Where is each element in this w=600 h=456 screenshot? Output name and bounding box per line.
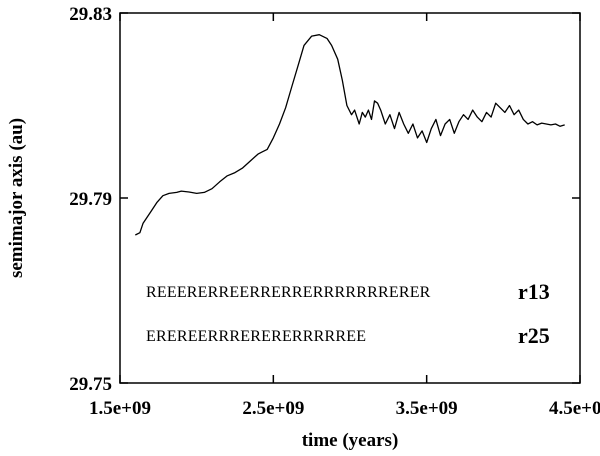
ticks-layer: 1.5e+09 2.5e+09 3.5e+09 4.5e+09 29.75 29.79 29… (69, 4, 600, 419)
series-line (135, 34, 565, 236)
x-axis-label: time (years) (302, 430, 399, 451)
annotation-name-r25: r25 (518, 323, 550, 348)
y-tick-label: 29.75 (69, 374, 112, 395)
x-tick-label: 2.5e+09 (242, 398, 304, 419)
y-tick-label: 29.83 (69, 4, 112, 25)
annotation-sequence-r25: EREREERRRERERERRRRREE (146, 328, 366, 345)
annotation-name-r13: r13 (518, 279, 550, 304)
annotation-sequence-r13: REEERERREERRERRERRRRRRRERER (146, 284, 431, 301)
x-tick-label: 3.5e+09 (396, 398, 458, 419)
y-tick-label: 29.79 (69, 189, 112, 210)
y-axis-label: semimajor axis (au) (6, 118, 27, 278)
x-tick-label: 4.5e+09 (549, 398, 600, 419)
x-tick-label: 1.5e+09 (89, 398, 151, 419)
